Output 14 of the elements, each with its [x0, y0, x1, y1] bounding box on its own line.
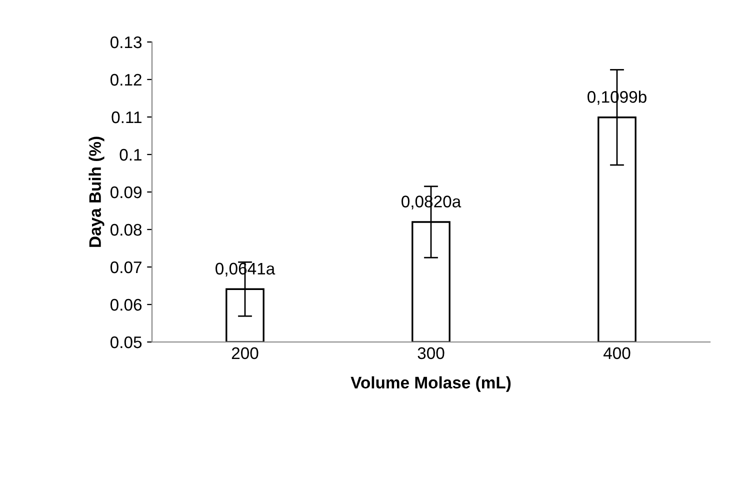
y-tick-label: 0.12 [110, 74, 142, 86]
y-tick-label: 0.09 [110, 186, 142, 198]
y-tick-label: 0.08 [110, 224, 142, 236]
y-tick-label: 0.06 [110, 298, 142, 311]
x-tick-label: 200 [232, 347, 258, 360]
y-tick-label: 0.1 [120, 148, 142, 161]
x-tick-label: 400 [603, 347, 630, 360]
y-tick-label: 0.11 [112, 111, 142, 124]
y-axis-title: Daya Buih (%) [88, 136, 104, 247]
x-axis-title: Volume Molase (mL) [350, 376, 511, 392]
x-tick-label: 300 [418, 347, 444, 360]
y-tick-label: 0.05 [110, 336, 142, 348]
y-tick-label: 0.07 [110, 261, 142, 274]
y-tick-label: 0.13 [110, 36, 142, 48]
